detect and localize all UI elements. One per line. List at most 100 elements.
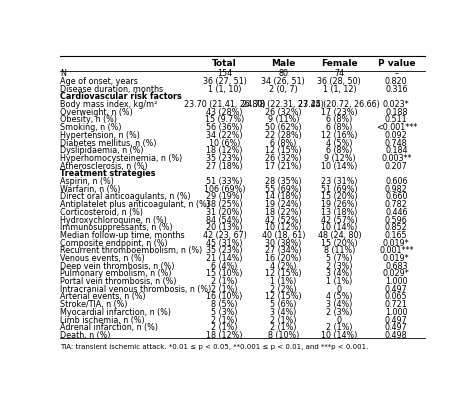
Text: 24.78 (22.31, 27.45): 24.78 (22.31, 27.45) (242, 100, 324, 109)
Text: Dyslipidaemia, n (%): Dyslipidaemia, n (%) (60, 146, 144, 155)
Text: 0.683: 0.683 (385, 262, 408, 271)
Text: P value: P value (378, 59, 415, 69)
Text: Diabetes mellitus, n (%): Diabetes mellitus, n (%) (60, 139, 156, 147)
Text: <0.001***: <0.001*** (376, 123, 417, 132)
Text: 12 (16%): 12 (16%) (321, 131, 357, 140)
Text: 106 (69%): 106 (69%) (204, 185, 246, 194)
Text: 0.497: 0.497 (385, 285, 408, 294)
Text: 14 (18%): 14 (18%) (265, 193, 301, 202)
Text: 30 (38%): 30 (38%) (265, 239, 301, 247)
Text: 0.982: 0.982 (385, 185, 408, 194)
Text: Obesity, n (%): Obesity, n (%) (60, 116, 117, 125)
Text: 27 (34%): 27 (34%) (265, 246, 301, 256)
Text: Disease duration, months: Disease duration, months (60, 85, 163, 93)
Text: 55 (69%): 55 (69%) (265, 185, 302, 194)
Text: 2 (1%): 2 (1%) (211, 323, 238, 332)
Text: 1.000: 1.000 (385, 308, 408, 317)
Text: 0.596: 0.596 (385, 216, 408, 224)
Text: 26 (32%): 26 (32%) (265, 154, 301, 163)
Text: 12 (15%): 12 (15%) (265, 146, 301, 155)
Text: 6 (8%): 6 (8%) (326, 116, 353, 125)
Text: 0.023*: 0.023* (383, 100, 410, 109)
Text: 0.748: 0.748 (385, 139, 408, 147)
Text: N: N (60, 69, 66, 78)
Text: –: – (394, 69, 398, 78)
Text: 17 (23%): 17 (23%) (321, 108, 358, 117)
Text: 2 (1%): 2 (1%) (270, 323, 297, 332)
Text: 15 (10%): 15 (10%) (206, 269, 243, 278)
Text: 5 (7%): 5 (7%) (326, 254, 353, 263)
Text: Myocardial infarction, n (%): Myocardial infarction, n (%) (60, 308, 171, 317)
Text: 2 (1%): 2 (1%) (270, 316, 297, 324)
Text: 15 (20%): 15 (20%) (321, 193, 358, 202)
Text: Pulmonary embolism, n (%): Pulmonary embolism, n (%) (60, 269, 172, 278)
Text: Atherosclerosis, n (%): Atherosclerosis, n (%) (60, 162, 147, 170)
Text: 0.660: 0.660 (385, 193, 408, 202)
Text: 2 (3%): 2 (3%) (326, 262, 353, 271)
Text: 15 (20%): 15 (20%) (321, 239, 358, 247)
Text: 1 (1, 12): 1 (1, 12) (322, 85, 356, 93)
Text: 36 (27, 51): 36 (27, 51) (202, 77, 246, 86)
Text: 56 (36%): 56 (36%) (206, 123, 243, 132)
Text: 0.092: 0.092 (385, 131, 408, 140)
Text: 74: 74 (334, 69, 345, 78)
Text: 0.498: 0.498 (385, 331, 408, 340)
Text: 2 (1%): 2 (1%) (326, 323, 353, 332)
Text: 42 (57%): 42 (57%) (321, 216, 358, 224)
Text: Corticosteroid, n (%): Corticosteroid, n (%) (60, 208, 143, 217)
Text: 154: 154 (217, 69, 232, 78)
Text: 12 (15%): 12 (15%) (265, 269, 301, 278)
Text: Antiplatelet plus anticoagulant, n (%): Antiplatelet plus anticoagulant, n (%) (60, 200, 210, 209)
Text: 10 (14%): 10 (14%) (321, 223, 357, 232)
Text: 10 (12%): 10 (12%) (265, 223, 301, 232)
Text: Aspirin, n (%): Aspirin, n (%) (60, 177, 114, 186)
Text: 0.019*: 0.019* (383, 239, 410, 247)
Text: Cardiovascular risk factors: Cardiovascular risk factors (60, 92, 182, 102)
Text: 0: 0 (337, 285, 342, 294)
Text: 23.70 (21.41, 26.80): 23.70 (21.41, 26.80) (184, 100, 265, 109)
Text: 40 (18, 61): 40 (18, 61) (262, 231, 305, 240)
Text: 23.24 (20.72, 26.66): 23.24 (20.72, 26.66) (299, 100, 380, 109)
Text: 26 (32%): 26 (32%) (265, 108, 301, 117)
Text: 17 (21%): 17 (21%) (265, 162, 301, 170)
Text: 0.029*: 0.029* (383, 269, 410, 278)
Text: Death, n (%): Death, n (%) (60, 331, 110, 340)
Text: Immunosuppressants, n (%): Immunosuppressants, n (%) (60, 223, 173, 232)
Text: Deep vein thrombosis, n (%): Deep vein thrombosis, n (%) (60, 262, 174, 271)
Text: 45 (31%): 45 (31%) (206, 239, 243, 247)
Text: 0.446: 0.446 (385, 208, 408, 217)
Text: 0.497: 0.497 (385, 316, 408, 324)
Text: 1 (1, 10): 1 (1, 10) (208, 85, 241, 93)
Text: 1.000: 1.000 (385, 277, 408, 286)
Text: 5 (3%): 5 (3%) (211, 308, 238, 317)
Text: 0.207: 0.207 (385, 162, 408, 170)
Text: Male: Male (271, 59, 295, 69)
Text: 3 (4%): 3 (4%) (326, 269, 353, 278)
Text: 3 (4%): 3 (4%) (270, 308, 297, 317)
Text: 43 (28%): 43 (28%) (206, 108, 243, 117)
Text: 19 (26%): 19 (26%) (321, 200, 358, 209)
Text: 34 (22%): 34 (22%) (206, 131, 243, 140)
Text: 0.606: 0.606 (385, 177, 408, 186)
Text: 8 (10%): 8 (10%) (268, 331, 299, 340)
Text: Stroke/TIA, n (%): Stroke/TIA, n (%) (60, 300, 128, 309)
Text: 1 (1%): 1 (1%) (326, 277, 353, 286)
Text: 36 (28, 50): 36 (28, 50) (318, 77, 361, 86)
Text: 2 (1%): 2 (1%) (211, 285, 238, 294)
Text: Warfarin, n (%): Warfarin, n (%) (60, 185, 120, 194)
Text: 5 (6%): 5 (6%) (270, 300, 297, 309)
Text: 35 (23%): 35 (23%) (206, 154, 243, 163)
Text: Smoking, n (%): Smoking, n (%) (60, 123, 121, 132)
Text: 18 (12%): 18 (12%) (206, 146, 243, 155)
Text: 15 (9.7%): 15 (9.7%) (205, 116, 244, 125)
Text: 0.852: 0.852 (385, 223, 408, 232)
Text: Age of onset, years: Age of onset, years (60, 77, 138, 86)
Text: 16 (10%): 16 (10%) (206, 293, 243, 301)
Text: 34 (26, 51): 34 (26, 51) (262, 77, 305, 86)
Text: Treatment strategies: Treatment strategies (60, 169, 155, 179)
Text: Recurrent thromboembolism, n (%): Recurrent thromboembolism, n (%) (60, 246, 202, 256)
Text: 0.782: 0.782 (385, 200, 408, 209)
Text: 0.511: 0.511 (385, 116, 408, 125)
Text: 10 (6%): 10 (6%) (209, 139, 240, 147)
Text: 0.065: 0.065 (385, 293, 408, 301)
